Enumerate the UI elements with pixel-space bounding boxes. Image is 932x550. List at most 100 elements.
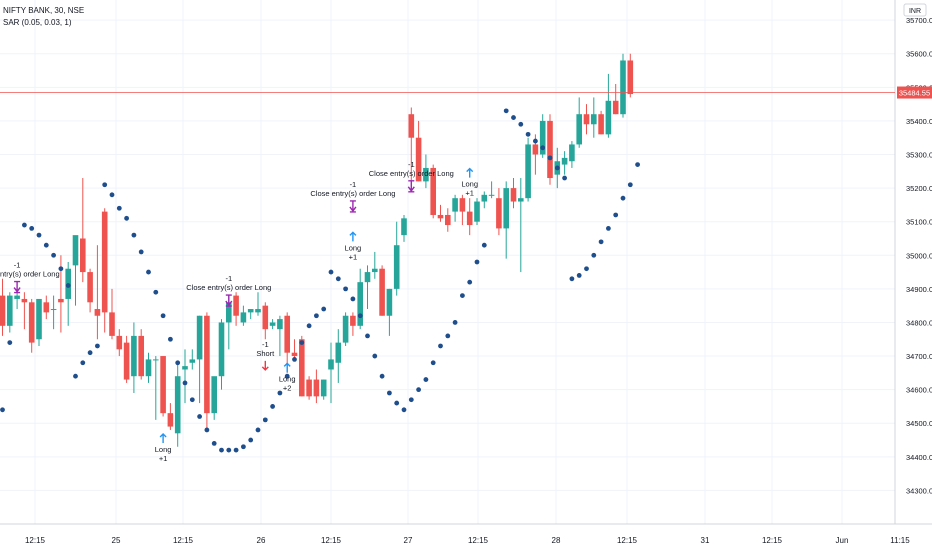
candle-body <box>313 379 320 397</box>
annotation-qty: +1 <box>465 189 474 198</box>
candle-body <box>525 144 531 199</box>
candle-body <box>466 211 473 226</box>
time-tick-label: 12:15 <box>173 536 194 545</box>
sar-dot <box>591 252 597 258</box>
candle-body <box>605 100 612 135</box>
price-tick-label: 34600.00 <box>906 386 932 395</box>
candle-body <box>58 298 64 303</box>
sar-dot <box>87 350 93 356</box>
candle-body <box>21 298 28 303</box>
candle-body <box>138 335 144 377</box>
sar-dot <box>438 343 443 349</box>
candle-body <box>561 157 568 165</box>
annotation-qty: -1 <box>14 261 21 270</box>
annotation-label: Long <box>461 180 478 189</box>
candle-body <box>211 376 217 414</box>
candle-body <box>488 194 495 196</box>
candle-body <box>167 413 174 427</box>
sar-dot <box>481 242 487 248</box>
sar-dot <box>576 273 582 278</box>
time-tick-label: Jun <box>836 536 849 545</box>
candle-body <box>576 114 582 145</box>
time-tick-label: 25 <box>112 536 121 545</box>
candle-body <box>284 315 290 353</box>
sar-dot <box>255 427 261 433</box>
candle-body <box>408 114 415 138</box>
sar-dot <box>533 138 538 144</box>
candle-body <box>320 379 327 397</box>
candle-body <box>372 268 378 273</box>
sar-dot <box>58 266 64 272</box>
candle-body <box>80 238 86 273</box>
sar-dot <box>204 427 210 433</box>
sar-dot <box>168 336 173 342</box>
annotation-qty: -1 <box>262 340 269 349</box>
grid-lines <box>0 0 895 524</box>
sar-dot <box>372 353 378 359</box>
candle-body <box>262 305 269 330</box>
time-tick-label: 12:15 <box>617 536 638 545</box>
sar-dot <box>423 377 429 382</box>
candle-body <box>415 137 422 182</box>
sar-dot <box>241 444 246 450</box>
annotation-label: Long <box>345 243 362 252</box>
time-tick-label: 31 <box>701 536 710 545</box>
sar-dot <box>401 407 407 413</box>
sar-dot <box>211 440 217 446</box>
annotation-label: Close entry(s) order Long <box>186 283 271 292</box>
sar-dot <box>474 259 480 265</box>
candle-body <box>401 218 407 236</box>
price-tick-label: 35700.00 <box>906 16 932 25</box>
candle-body <box>627 60 634 95</box>
candle-body <box>364 272 371 283</box>
candle-body <box>452 198 458 212</box>
candle-body <box>50 309 57 311</box>
candle-body <box>28 302 35 343</box>
candle-body <box>94 309 101 316</box>
annotation-label: Long <box>155 445 172 454</box>
time-tick-label: 11:15 <box>890 536 910 545</box>
candle-body <box>0 295 6 326</box>
sar-layer <box>0 108 640 453</box>
sar-dot <box>321 306 327 312</box>
current-price-label: 35484.55 <box>899 89 930 98</box>
sar-dot <box>387 390 392 396</box>
currency-badge <box>903 3 927 17</box>
candle-body <box>233 295 239 316</box>
time-tick-label: 12:15 <box>321 536 342 545</box>
sar-dot <box>43 242 49 248</box>
sar-dot <box>277 390 283 396</box>
candle-body <box>459 198 466 212</box>
sar-dot <box>292 357 297 362</box>
candle-body <box>583 114 590 125</box>
symbol-title[interactable]: NIFTY BANK, 30, NSE <box>3 6 85 15</box>
sar-dot <box>109 192 115 198</box>
sar-dot <box>248 437 254 443</box>
candle-body <box>591 114 597 125</box>
candle-body <box>474 201 480 222</box>
candle-body <box>510 188 517 202</box>
candle-body <box>226 302 232 323</box>
price-tick-label: 34500.00 <box>906 419 932 428</box>
indicator-title[interactable]: SAR (0.05, 0.03, 1) <box>3 18 72 27</box>
sar-dot <box>379 373 385 379</box>
sar-dot <box>335 276 341 282</box>
candle-body <box>291 352 298 357</box>
annotation-label: Long <box>279 374 296 383</box>
sar-dot <box>233 447 239 453</box>
candle-body <box>547 120 553 179</box>
sar-dot <box>36 232 42 238</box>
annotation-label: Close entry(s) order Long <box>369 169 454 178</box>
time-tick-label: 26 <box>257 536 266 545</box>
annotation-qty: +1 <box>349 252 358 261</box>
candle-body <box>532 144 539 155</box>
sar-dot <box>65 283 71 288</box>
sar-dot <box>153 289 159 295</box>
sar-dot <box>547 155 553 161</box>
sar-dot <box>131 232 137 238</box>
annotation-qty: +2 <box>283 383 292 392</box>
sar-dot <box>357 313 363 319</box>
sar-dot <box>175 360 181 366</box>
